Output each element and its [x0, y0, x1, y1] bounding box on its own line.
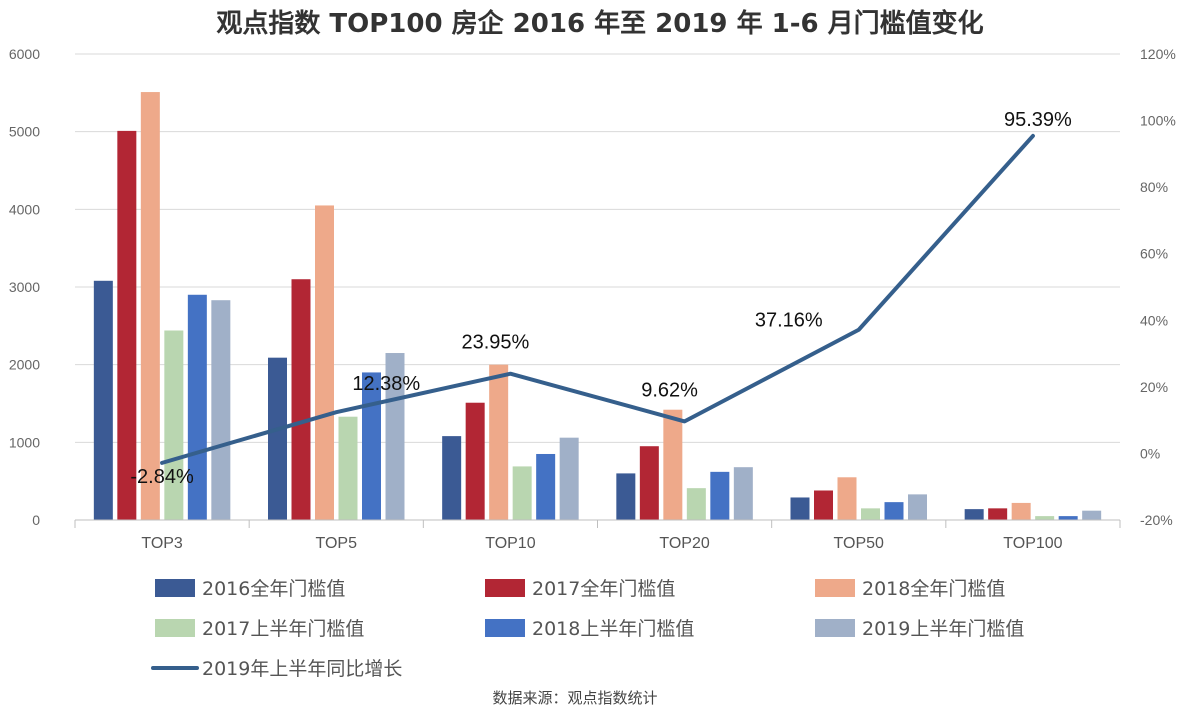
y-left-tick-label: 0 — [32, 512, 40, 528]
bar — [140, 92, 160, 520]
legend-label: 2018全年门槛值 — [862, 578, 1005, 600]
grid — [75, 53, 1120, 443]
bar — [442, 436, 462, 520]
bar — [315, 205, 334, 520]
legend-swatch — [155, 619, 195, 637]
bar — [489, 364, 509, 520]
y-right-tick-label: 60% — [1140, 246, 1168, 262]
legend-label: 2016全年门槛值 — [202, 578, 345, 600]
y-right-tick-label: 120% — [1140, 46, 1176, 62]
bar — [268, 357, 287, 520]
y-left-tick-label: 4000 — [9, 201, 40, 217]
legend-swatch — [485, 619, 525, 637]
bar — [1035, 516, 1055, 520]
x-tick-label: TOP10 — [485, 535, 536, 552]
y-right-tick-label: 100% — [1140, 113, 1176, 129]
y-left-tick-label: 1000 — [9, 434, 40, 450]
data-label: -2.84% — [130, 466, 194, 488]
legend-label: 2019年上半年同比增长 — [202, 658, 402, 680]
growth-line-path — [160, 133, 1035, 465]
bar — [988, 508, 1008, 520]
chart-title: 观点指数 TOP100 房企 2016 年至 2019 年 1-6 月门槛值变化 — [216, 8, 983, 39]
bar — [686, 488, 706, 520]
x-tick-label: TOP20 — [659, 535, 710, 552]
data-label: 23.95% — [461, 332, 529, 354]
bar — [385, 353, 405, 520]
bar — [639, 446, 659, 520]
bar — [1082, 510, 1102, 520]
legend-swatch — [815, 579, 855, 597]
bar — [362, 372, 381, 520]
bar — [616, 473, 636, 520]
bar — [814, 490, 833, 520]
bar — [1058, 516, 1078, 520]
bar — [512, 466, 532, 520]
legend-label: 2017上半年门槛值 — [202, 618, 364, 640]
bar — [93, 280, 113, 520]
bar — [710, 471, 730, 520]
data-label: 12.38% — [352, 373, 420, 395]
bar — [117, 130, 137, 520]
bar — [861, 508, 880, 520]
bar — [908, 494, 927, 520]
data-label: 9.62% — [641, 379, 698, 401]
bar — [733, 467, 753, 520]
bar — [291, 279, 311, 520]
legend-swatch — [815, 619, 855, 637]
x-tick-label: TOP5 — [316, 535, 358, 552]
x-tick-label: TOP100 — [1003, 535, 1062, 552]
bar — [663, 409, 683, 520]
y-left-tick-label: 2000 — [9, 357, 40, 373]
legend-label: 2019上半年门槛值 — [862, 618, 1024, 640]
y-left-tick-label: 6000 — [9, 46, 40, 62]
bar — [465, 402, 485, 520]
y-right-tick-label: 80% — [1140, 179, 1168, 195]
y-right-tick-label: 20% — [1140, 379, 1168, 395]
data-label: 95.39% — [1004, 109, 1072, 131]
x-tick-label: TOP50 — [834, 535, 885, 552]
legend-swatch — [485, 579, 525, 597]
bar — [884, 502, 904, 520]
bar — [338, 416, 358, 520]
bar — [536, 453, 556, 520]
bar — [790, 497, 810, 520]
y-right-tick-label: 40% — [1140, 312, 1168, 328]
bar — [559, 437, 579, 520]
legend-label: 2017全年门槛值 — [532, 578, 675, 600]
legend-label: 2018上半年门槛值 — [532, 618, 694, 640]
legend: 2016全年门槛值 2017全年门槛值 2018全年门槛值 2017上半年门槛值 201… — [151, 578, 1024, 680]
bar — [211, 300, 231, 520]
axes: 0 1000 2000 3000 4000 5000 6000 -20% 0% 20% 40% 60%… — [9, 46, 1176, 552]
bars — [93, 92, 1102, 520]
bar — [837, 477, 857, 520]
y-right-tick-label: -20% — [1140, 512, 1173, 528]
data-label: 37.16% — [755, 310, 823, 332]
growth-line: -2.84% 12.38% 23.95% 9.62% 37.16% 95.39% — [130, 109, 1072, 488]
x-tick-label: TOP3 — [141, 535, 183, 552]
source-note: 数据来源：观点指数统计 — [492, 689, 657, 707]
bar — [964, 509, 984, 520]
bar — [187, 294, 207, 520]
bar — [1011, 502, 1031, 520]
bar — [164, 330, 184, 520]
y-right-tick-label: 0% — [1140, 445, 1160, 461]
y-left-tick-label: 5000 — [9, 124, 40, 140]
y-left-tick-label: 3000 — [9, 279, 40, 295]
legend-swatch — [155, 579, 195, 597]
